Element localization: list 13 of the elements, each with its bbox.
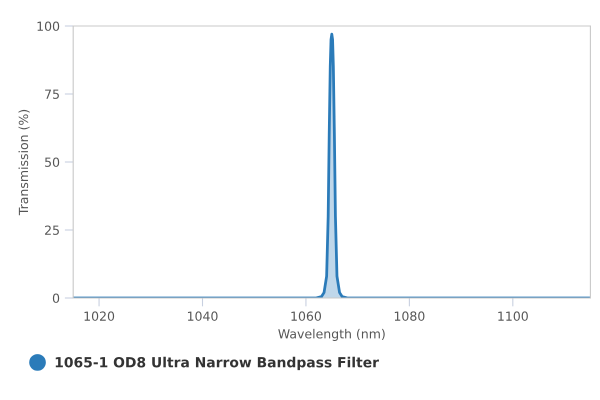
- y-tick-label: 100: [38, 21, 60, 31]
- y-tick-label: 25: [45, 225, 59, 235]
- y-tick-label: 50: [45, 157, 60, 167]
- y-tick-label: 75: [45, 90, 59, 99]
- x-tick-label: 1060: [291, 311, 322, 321]
- x-tick-label: 1040: [188, 311, 218, 321]
- x-tick-label: 1080: [394, 311, 424, 321]
- x-tick-label: 1100: [498, 311, 528, 321]
- x-tick-label: 1020: [84, 311, 114, 321]
- y-axis-title: Transmission (%): [18, 110, 30, 216]
- legend-label: 1065-1 OD8 Ultra Narrow Bandpass Filter: [56, 356, 379, 370]
- y-tick-label: 0: [52, 293, 60, 303]
- x-axis-title: Wavelength (nm): [278, 328, 385, 341]
